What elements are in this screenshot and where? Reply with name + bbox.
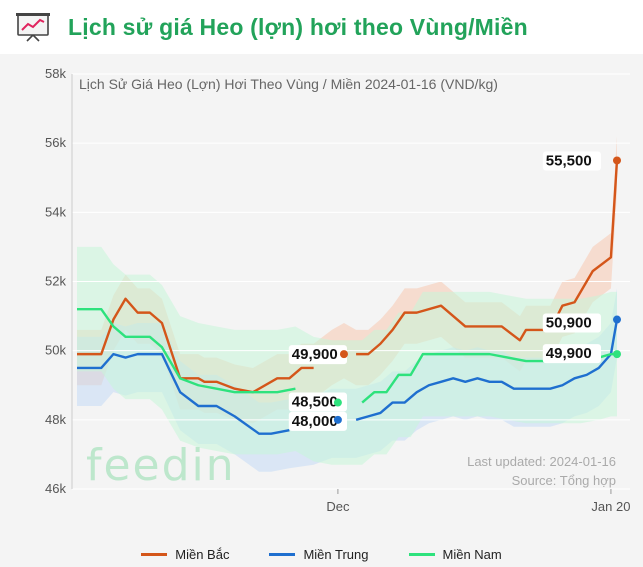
x-tick-label: Jan 20: [591, 499, 630, 514]
y-tick-label: 52k: [45, 274, 66, 289]
page-header: Lịch sử giá Heo (lợn) hơi theo Vùng/Miền: [0, 0, 643, 54]
series-line-0-seg1: [356, 160, 619, 356]
page-title: Lịch sử giá Heo (lợn) hơi theo Vùng/Miền: [68, 13, 528, 40]
mid-label-mien-trung: 48,000: [292, 413, 338, 430]
source: Source: Tổng hợp: [512, 473, 616, 488]
x-tick-label: Dec: [326, 499, 350, 514]
end-label-mien-nam-dot: [613, 350, 621, 359]
mid-label-mien-trung-dot: [333, 415, 342, 424]
end-label-mien-nam-bg: [542, 344, 601, 364]
end-label-mien-trung-bg: [542, 313, 601, 333]
legend-label-mien-nam: Miền Nam: [442, 546, 502, 562]
legend-item-mien-nam[interactable]: Miền Nam: [408, 544, 502, 564]
mid-label-mien-bac-dot: [339, 350, 348, 359]
price-history-chart: 46k 48k 50k 52k 54k 56k 58k Dec Jan 20 Lịch Sử Gi…: [45, 66, 630, 514]
end-label-mien-trung-dot: [613, 315, 621, 324]
series-line-1-seg0: [77, 352, 290, 435]
end-label-mien-bac-bg: [542, 151, 601, 171]
end-label-mien-bac: 55,500: [546, 152, 592, 169]
y-tick-label: 48k: [45, 412, 66, 427]
legend-label-mien-trung: Miền Trung: [303, 546, 369, 562]
y-tick-label: 50k: [45, 343, 66, 358]
series-line-1-seg1: [355, 319, 619, 421]
legend-label-mien-bac: Miền Bắc: [175, 546, 230, 562]
mid-label-mien-nam: 48,500: [292, 394, 338, 411]
y-tick-label: 46k: [45, 481, 66, 496]
end-label-mien-nam: 49,900: [546, 345, 592, 362]
watermark-feedin: feedin: [86, 440, 236, 491]
legend-swatch-mien-nam: [408, 552, 435, 556]
y-tick-label: 54k: [45, 204, 66, 219]
series-line-0-seg0: [77, 297, 314, 394]
mid-label-mien-nam-bg: [288, 392, 347, 412]
series-line-2-seg0: [77, 307, 296, 394]
end-label-mien-trung: 50,900: [546, 315, 592, 332]
legend-swatch-mien-bac: [141, 552, 168, 556]
chart-panel: 46k 48k 50k 52k 54k 56k 58k Dec Jan 20 Lịch Sử Gi…: [0, 54, 643, 567]
y-tick-label: 58k: [45, 66, 66, 81]
mid-label-mien-nam-dot: [333, 398, 342, 407]
mid-label-mien-bac: 49,900: [292, 346, 338, 363]
y-tick-label: 56k: [45, 135, 66, 150]
mid-label-mien-bac-bg: [288, 345, 347, 365]
end-label-mien-bac-dot: [613, 156, 621, 165]
last-updated: Last updated: 2024-01-16: [467, 454, 616, 469]
legend-swatch-mien-trung: [269, 552, 296, 556]
chart-legend: Miền Bắc Miền Trung Miền Nam: [0, 544, 643, 564]
mid-label-mien-trung-bg: [288, 411, 347, 431]
chart-title: Lịch Sử Giá Heo (Lợn) Hơi Theo Vùng / Mi…: [79, 76, 498, 92]
line-chart-board-icon: [16, 13, 50, 42]
legend-item-mien-trung[interactable]: Miền Trung: [269, 544, 369, 564]
legend-item-mien-bac[interactable]: Miền Bắc: [141, 544, 229, 564]
